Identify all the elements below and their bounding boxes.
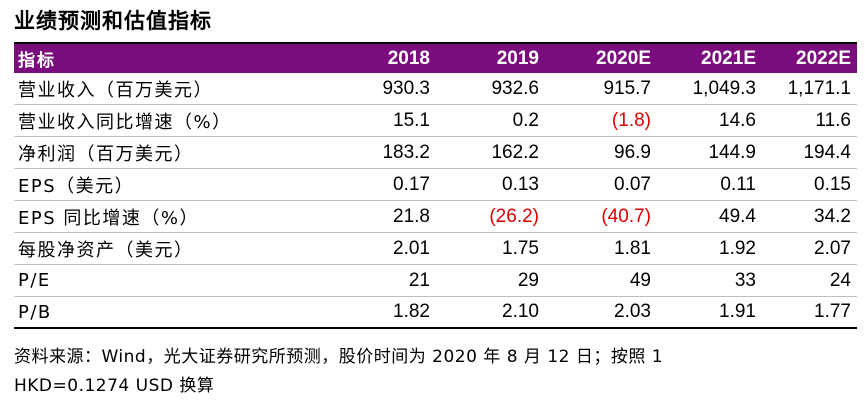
header-2020e: 2020E [596,47,651,69]
table-cell: 0.13 [502,173,539,195]
row-label: 每股净资产（美元） [18,239,194,261]
table-row-revenue: 营业收入（百万美元） 930.3 932.6 915.7 1,049.3 1,1… [14,73,857,105]
source-note: 资料来源：Wind，光大证券研究所预测，股价时间为 2020 年 8 月 12 … [14,343,857,401]
table-cell: 1.91 [719,301,756,322]
table-cell: 0.07 [614,173,651,195]
row-label: EPS（美元） [18,175,135,197]
table-cell: 14.6 [719,109,756,131]
header-2018: 2018 [387,47,430,69]
header-2019: 2019 [496,47,539,69]
table-cell: 33 [734,269,756,291]
table-row-net-profit: 净利润（百万美元） 183.2 162.2 96.9 144.9 194.4 [14,137,857,169]
table-cell: 932.6 [491,77,539,99]
table-cell: 0.17 [393,173,430,195]
table-header-row: 指标 2018 2019 2020E 2021E 2022E [14,44,857,73]
source-line-2: HKD=0.1274 USD 换算 [14,376,215,396]
table-cell: 24 [829,269,851,291]
table-row-bvps: 每股净资产（美元） 2.01 1.75 1.81 1.92 2.07 [14,233,857,265]
row-label: 营业收入（百万美元） [18,79,213,101]
table-cell: 96.9 [614,141,651,163]
row-label: 净利润（百万美元） [18,143,194,165]
table-cell: 1.77 [814,301,851,322]
page-title: 业绩预测和估值指标 [14,9,212,33]
header-2021e: 2021E [701,47,756,69]
table-cell: 930.3 [382,77,430,99]
table-cell: 1.92 [719,237,756,259]
row-label: P/B [18,301,52,323]
row-label: EPS 同比增速（%） [18,207,199,229]
table-cell: 11.6 [815,109,851,131]
table-cell: 21 [408,269,430,291]
table-cell: (26.2) [489,205,539,227]
table-row-pb: P/B 1.82 2.10 2.03 1.91 1.77 [14,297,857,329]
table-cell: 1.81 [614,237,651,259]
table-cell: 1,049.3 [692,77,756,99]
table-cell: 915.7 [603,77,651,99]
table-cell: 0.15 [814,173,851,195]
header-2022e: 2022E [796,47,851,69]
table-cell: 2.07 [814,237,851,259]
table-cell: 0.2 [512,109,539,131]
table-cell: 1.75 [502,237,539,259]
table-row-revenue-growth: 营业收入同比增速（%） 15.1 0.2 (1.8) 14.6 11.6 [14,105,857,137]
table-cell: 29 [517,269,539,291]
table-cell: 0.11 [720,173,756,195]
table-cell: 34.2 [814,205,851,227]
table-cell: 21.8 [393,205,430,227]
table-cell: 2.10 [502,301,539,322]
table-cell: 2.01 [393,237,430,259]
table-cell: 49.4 [719,205,756,227]
table-cell: 49 [629,269,651,291]
table-cell: (1.8) [611,109,651,131]
table-cell: 144.9 [708,141,756,163]
table-row-pe: P/E 21 29 49 33 24 [14,265,857,297]
table-cell: 183.2 [382,141,430,163]
source-line-1: 资料来源：Wind，光大证券研究所预测，股价时间为 2020 年 8 月 12 … [14,347,664,367]
table-cell: (40.7) [601,205,651,227]
table-cell: 1,171.1 [787,77,851,99]
table-cell: 1.82 [393,301,430,322]
table-cell: 162.2 [491,141,539,163]
table-row-eps: EPS（美元） 0.17 0.13 0.07 0.11 0.15 [14,169,857,201]
row-label: P/E [18,270,51,291]
table-cell: 15.1 [393,109,430,131]
table-cell: 194.4 [803,141,851,163]
forecast-valuation-table: 指标 2018 2019 2020E 2021E 2022E 营业收入（百万美元… [14,42,857,329]
row-label: 营业收入同比增速（%） [18,111,232,133]
header-indicator: 指标 [18,51,56,71]
table-row-eps-growth: EPS 同比增速（%） 21.8 (26.2) (40.7) 49.4 34.2 [14,201,857,233]
table-cell: 2.03 [614,301,651,322]
